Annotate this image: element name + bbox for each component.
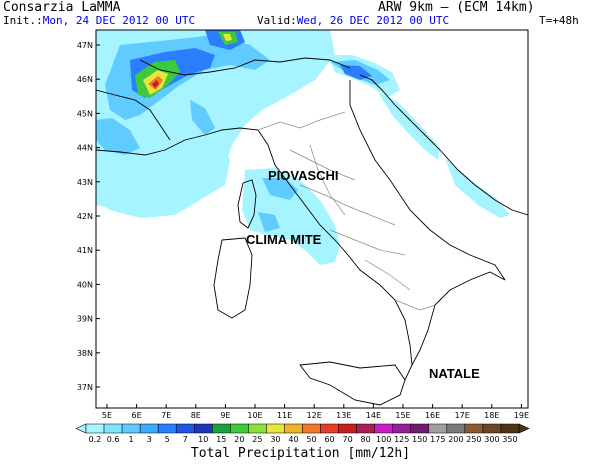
lon-label-10E: 10E — [247, 411, 262, 420]
lon-label-12E: 12E — [307, 411, 322, 420]
init-label: Init.: — [3, 14, 43, 27]
annotation-piovaschi: PIOVASCHI — [268, 168, 339, 183]
lat-label-46N: 46N — [77, 75, 93, 84]
lon-label-6E: 6E — [132, 411, 142, 420]
lon-label-9E: 9E — [220, 411, 230, 420]
lon-label-7E: 7E — [161, 411, 171, 420]
latitude-axis: 47N 46N 45N 44N 43N 42N 41N 40N 39N 38N 37N — [77, 41, 100, 392]
valid-date: Wed, 26 DEC 2012 00 UTC — [296, 14, 450, 27]
valid-label: Valid: — [257, 14, 297, 27]
colorbar-label: 25 — [252, 435, 262, 444]
lon-label-13E: 13E — [336, 411, 351, 420]
colorbar-swatch — [482, 423, 502, 434]
regional-borders — [257, 111, 436, 311]
valid-line: Valid:Wed, 26 DEC 2012 00 UTC — [257, 15, 449, 27]
lon-label-15E: 15E — [395, 411, 410, 420]
annotation-clima-mite: CLIMA MITE — [246, 232, 322, 247]
lon-label-18E: 18E — [484, 411, 499, 420]
lon-label-19E: 19E — [514, 411, 529, 420]
colorbar-label: 20 — [234, 435, 244, 444]
colorbar-label: 175 — [430, 435, 445, 444]
colorbar-swatch — [374, 423, 393, 434]
colorbar-swatch — [157, 423, 177, 434]
colorbar-label: 300 — [484, 435, 499, 444]
colorbar-swatch — [230, 423, 249, 434]
colorbar-swatch — [464, 423, 484, 434]
lat-label-44N: 44N — [77, 144, 93, 153]
map-frame — [95, 29, 529, 409]
lon-label-16E: 16E — [425, 411, 440, 420]
colorbar-swatch — [248, 423, 267, 434]
coastlines — [96, 57, 528, 406]
colorbar-title: Total Precipitation [mm/12h] — [190, 446, 411, 461]
colorbar-swatch — [338, 423, 357, 434]
model-title: ARW 9km — (ECM 14km) — [378, 0, 535, 15]
lon-label-5E: 5E — [102, 411, 112, 420]
lon-label-11E: 11E — [277, 411, 292, 420]
lat-label-43N: 43N — [77, 178, 93, 187]
colorbar-swatch — [139, 423, 159, 434]
colorbar-swatch — [266, 423, 285, 434]
colorbar-swatch — [85, 423, 105, 434]
colorbar-label: 350 — [502, 435, 517, 444]
colorbar: 0.2 0.6 1 3 5 7 10 15 20 25 30 40 50 60 70 80 100 125 150 1… — [75, 423, 530, 444]
colorbar-swatch — [103, 423, 123, 434]
init-date: Mon, 24 DEC 2012 00 UTC — [42, 14, 196, 27]
lon-label-14E: 14E — [366, 411, 381, 420]
colorbar-label: 100 — [376, 435, 391, 444]
colorbar-label: 7 — [183, 435, 188, 444]
colorbar-swatch — [212, 423, 231, 434]
colorbar-label: 70 — [343, 435, 353, 444]
colorbar-label: 3 — [147, 435, 152, 444]
lat-label-45N: 45N — [77, 109, 93, 118]
colorbar-label: 80 — [361, 435, 371, 444]
colorbar-label: 250 — [466, 435, 481, 444]
colorbar-label: 15 — [216, 435, 226, 444]
colorbar-right-arrow — [518, 423, 530, 434]
colorbar-swatch — [302, 423, 321, 434]
colorbar-swatch — [356, 423, 375, 434]
lat-label-47N: 47N — [77, 41, 93, 50]
lat-label-40N: 40N — [77, 280, 93, 289]
colorbar-label: 1 — [129, 435, 134, 444]
colorbar-swatch — [194, 423, 213, 434]
init-line: Init.:Mon, 24 DEC 2012 00 UTC — [3, 15, 195, 27]
lat-label-37N: 37N — [77, 383, 93, 392]
colorbar-swatch — [320, 423, 339, 434]
lat-label-41N: 41N — [77, 246, 93, 255]
colorbar-swatch — [428, 423, 448, 434]
lat-label-38N: 38N — [77, 349, 93, 358]
colorbar-label: 0.6 — [107, 435, 120, 444]
colorbar-label: 150 — [412, 435, 427, 444]
lat-label-39N: 39N — [77, 315, 93, 324]
colorbar-label: 5 — [165, 435, 170, 444]
colorbar-label: 125 — [394, 435, 409, 444]
colorbar-label: 40 — [288, 435, 298, 444]
lon-label-17E: 17E — [455, 411, 470, 420]
annotation-natale: NATALE — [429, 366, 480, 381]
colorbar-label: 10 — [198, 435, 208, 444]
colorbar-label: 60 — [324, 435, 334, 444]
lat-label-42N: 42N — [77, 212, 93, 221]
colorbar-swatch — [284, 423, 303, 434]
colorbar-label: 0.2 — [89, 435, 102, 444]
longitude-axis: 5E 6E 7E 8E 9E 10E 11E 12E 13E 14E 15E 16E 17E 18E 19E — [102, 404, 529, 420]
colorbar-label: 30 — [270, 435, 280, 444]
colorbar-swatch — [392, 423, 412, 434]
colorbar-swatch — [500, 423, 520, 434]
colorbar-label: 200 — [448, 435, 463, 444]
colorbar-swatch — [121, 423, 141, 434]
colorbar-swatch — [446, 423, 466, 434]
organization-title: Consarzia LaMMA — [3, 0, 121, 15]
precipitation-field — [96, 30, 510, 265]
colorbar-swatch — [410, 423, 430, 434]
colorbar-swatch — [175, 423, 195, 434]
lead-time: T=+48h — [539, 14, 579, 27]
colorbar-label: 50 — [306, 435, 316, 444]
colorbar-left-arrow — [75, 423, 87, 434]
lon-label-8E: 8E — [191, 411, 201, 420]
